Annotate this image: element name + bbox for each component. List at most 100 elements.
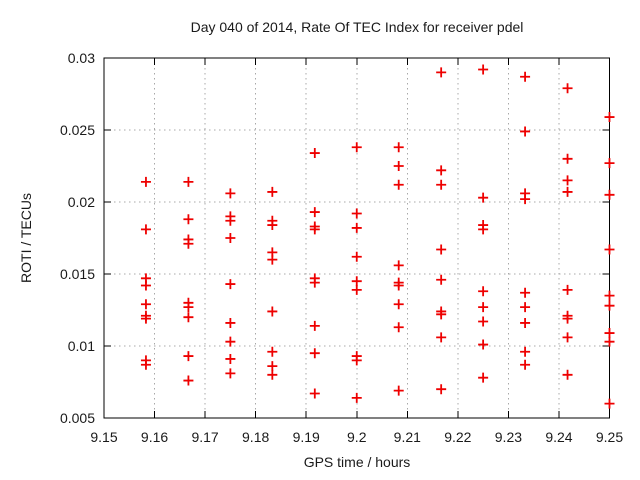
data-point-marker bbox=[225, 188, 236, 199]
data-point-marker bbox=[140, 359, 151, 370]
data-point-marker bbox=[309, 320, 320, 331]
data-point-marker bbox=[436, 179, 447, 190]
data-point-marker bbox=[520, 126, 531, 137]
data-point-marker bbox=[562, 284, 573, 295]
data-point-marker bbox=[436, 332, 447, 343]
data-point-marker bbox=[351, 284, 362, 295]
data-point-marker bbox=[520, 317, 531, 328]
data-point-marker bbox=[393, 385, 404, 396]
x-tick-label: 9.25 bbox=[596, 429, 623, 445]
data-point-marker bbox=[478, 339, 489, 350]
x-tick-label: 9.15 bbox=[90, 429, 117, 445]
x-tick-label: 9.2 bbox=[347, 429, 367, 445]
x-tick-label: 9.16 bbox=[141, 429, 168, 445]
x-tick-label: 9.18 bbox=[242, 429, 269, 445]
data-point-marker bbox=[183, 312, 194, 323]
data-point-marker bbox=[478, 224, 489, 235]
data-point-marker bbox=[478, 192, 489, 203]
data-point-marker bbox=[393, 161, 404, 171]
data-point-marker bbox=[604, 336, 615, 347]
data-point-marker bbox=[562, 83, 573, 94]
data-point-marker bbox=[604, 290, 615, 301]
data-point-marker bbox=[562, 175, 573, 186]
data-point-marker bbox=[436, 67, 447, 78]
data-point-marker bbox=[478, 372, 489, 383]
data-point-marker bbox=[267, 346, 278, 357]
x-tick-label: 9.19 bbox=[293, 429, 320, 445]
chart-title: Day 040 of 2014, Rate Of TEC Index for r… bbox=[190, 19, 524, 35]
data-point-marker bbox=[225, 279, 236, 290]
data-point-marker bbox=[478, 286, 489, 297]
data-point-marker bbox=[267, 369, 278, 380]
data-point-marker bbox=[562, 186, 573, 197]
data-point-marker bbox=[183, 214, 194, 225]
data-point-marker bbox=[604, 328, 615, 339]
data-point-marker bbox=[309, 224, 320, 235]
data-point-marker bbox=[267, 306, 278, 317]
y-tick-label: 0.015 bbox=[60, 266, 95, 282]
data-point-marker bbox=[140, 280, 151, 291]
data-point-marker bbox=[309, 348, 320, 359]
data-point-marker bbox=[267, 220, 278, 231]
y-tick-label: 0.02 bbox=[68, 194, 95, 210]
data-point-marker bbox=[604, 244, 615, 255]
data-point-marker bbox=[520, 302, 531, 313]
data-point-marker bbox=[309, 388, 320, 399]
data-point-marker bbox=[562, 332, 573, 343]
data-point-marker bbox=[393, 299, 404, 310]
data-point-marker bbox=[478, 302, 489, 313]
data-point-marker bbox=[183, 176, 194, 187]
data-point-marker bbox=[520, 359, 531, 370]
data-point-marker bbox=[520, 287, 531, 298]
data-point-marker bbox=[183, 375, 194, 386]
data-point-marker bbox=[183, 351, 194, 362]
data-point-marker bbox=[183, 238, 194, 249]
data-point-marker bbox=[351, 222, 362, 233]
y-tick-label: 0.01 bbox=[68, 338, 95, 354]
data-point-marker bbox=[478, 316, 489, 327]
data-point-marker bbox=[225, 215, 236, 226]
x-axis-label: GPS time / hours bbox=[303, 454, 411, 470]
data-point-marker bbox=[309, 148, 320, 159]
data-point-marker bbox=[309, 207, 320, 218]
data-point-marker bbox=[351, 355, 362, 366]
data-point-marker bbox=[393, 280, 404, 291]
data-point-marker bbox=[562, 153, 573, 164]
data-point-marker bbox=[267, 254, 278, 265]
data-point-marker bbox=[436, 244, 447, 255]
data-point-marker bbox=[225, 233, 236, 243]
x-tick-label: 9.24 bbox=[545, 429, 572, 445]
data-point-marker bbox=[351, 251, 362, 262]
data-point-marker bbox=[225, 368, 236, 379]
x-tick-label: 9.17 bbox=[191, 429, 218, 445]
data-point-marker bbox=[478, 64, 489, 75]
x-tick-label: 9.21 bbox=[394, 429, 421, 445]
data-point-marker bbox=[604, 112, 615, 123]
data-point-marker bbox=[309, 277, 320, 288]
data-point-marker bbox=[267, 361, 278, 372]
data-point-marker bbox=[225, 353, 236, 364]
y-tick-label: 0.005 bbox=[60, 410, 95, 426]
data-point-marker bbox=[351, 276, 362, 287]
data-point-marker bbox=[604, 158, 615, 169]
x-tick-label: 9.22 bbox=[444, 429, 471, 445]
data-point-marker bbox=[140, 313, 151, 324]
data-point-marker bbox=[562, 313, 573, 324]
data-point-marker bbox=[520, 71, 531, 82]
data-point-marker bbox=[520, 194, 531, 205]
data-point-marker bbox=[351, 392, 362, 403]
y-axis-label: ROTI / TECUs bbox=[18, 193, 34, 283]
data-point-marker bbox=[267, 186, 278, 197]
data-point-marker bbox=[436, 384, 447, 395]
data-point-marker bbox=[225, 317, 236, 328]
data-point-marker bbox=[225, 336, 236, 347]
data-point-marker bbox=[183, 302, 194, 313]
data-point-marker bbox=[393, 179, 404, 190]
data-point-marker bbox=[351, 142, 362, 153]
data-point-marker bbox=[562, 369, 573, 380]
x-tick-label: 9.23 bbox=[495, 429, 522, 445]
data-point-marker bbox=[604, 300, 615, 311]
data-point-marker bbox=[351, 208, 362, 219]
y-tick-label: 0.025 bbox=[60, 122, 95, 138]
